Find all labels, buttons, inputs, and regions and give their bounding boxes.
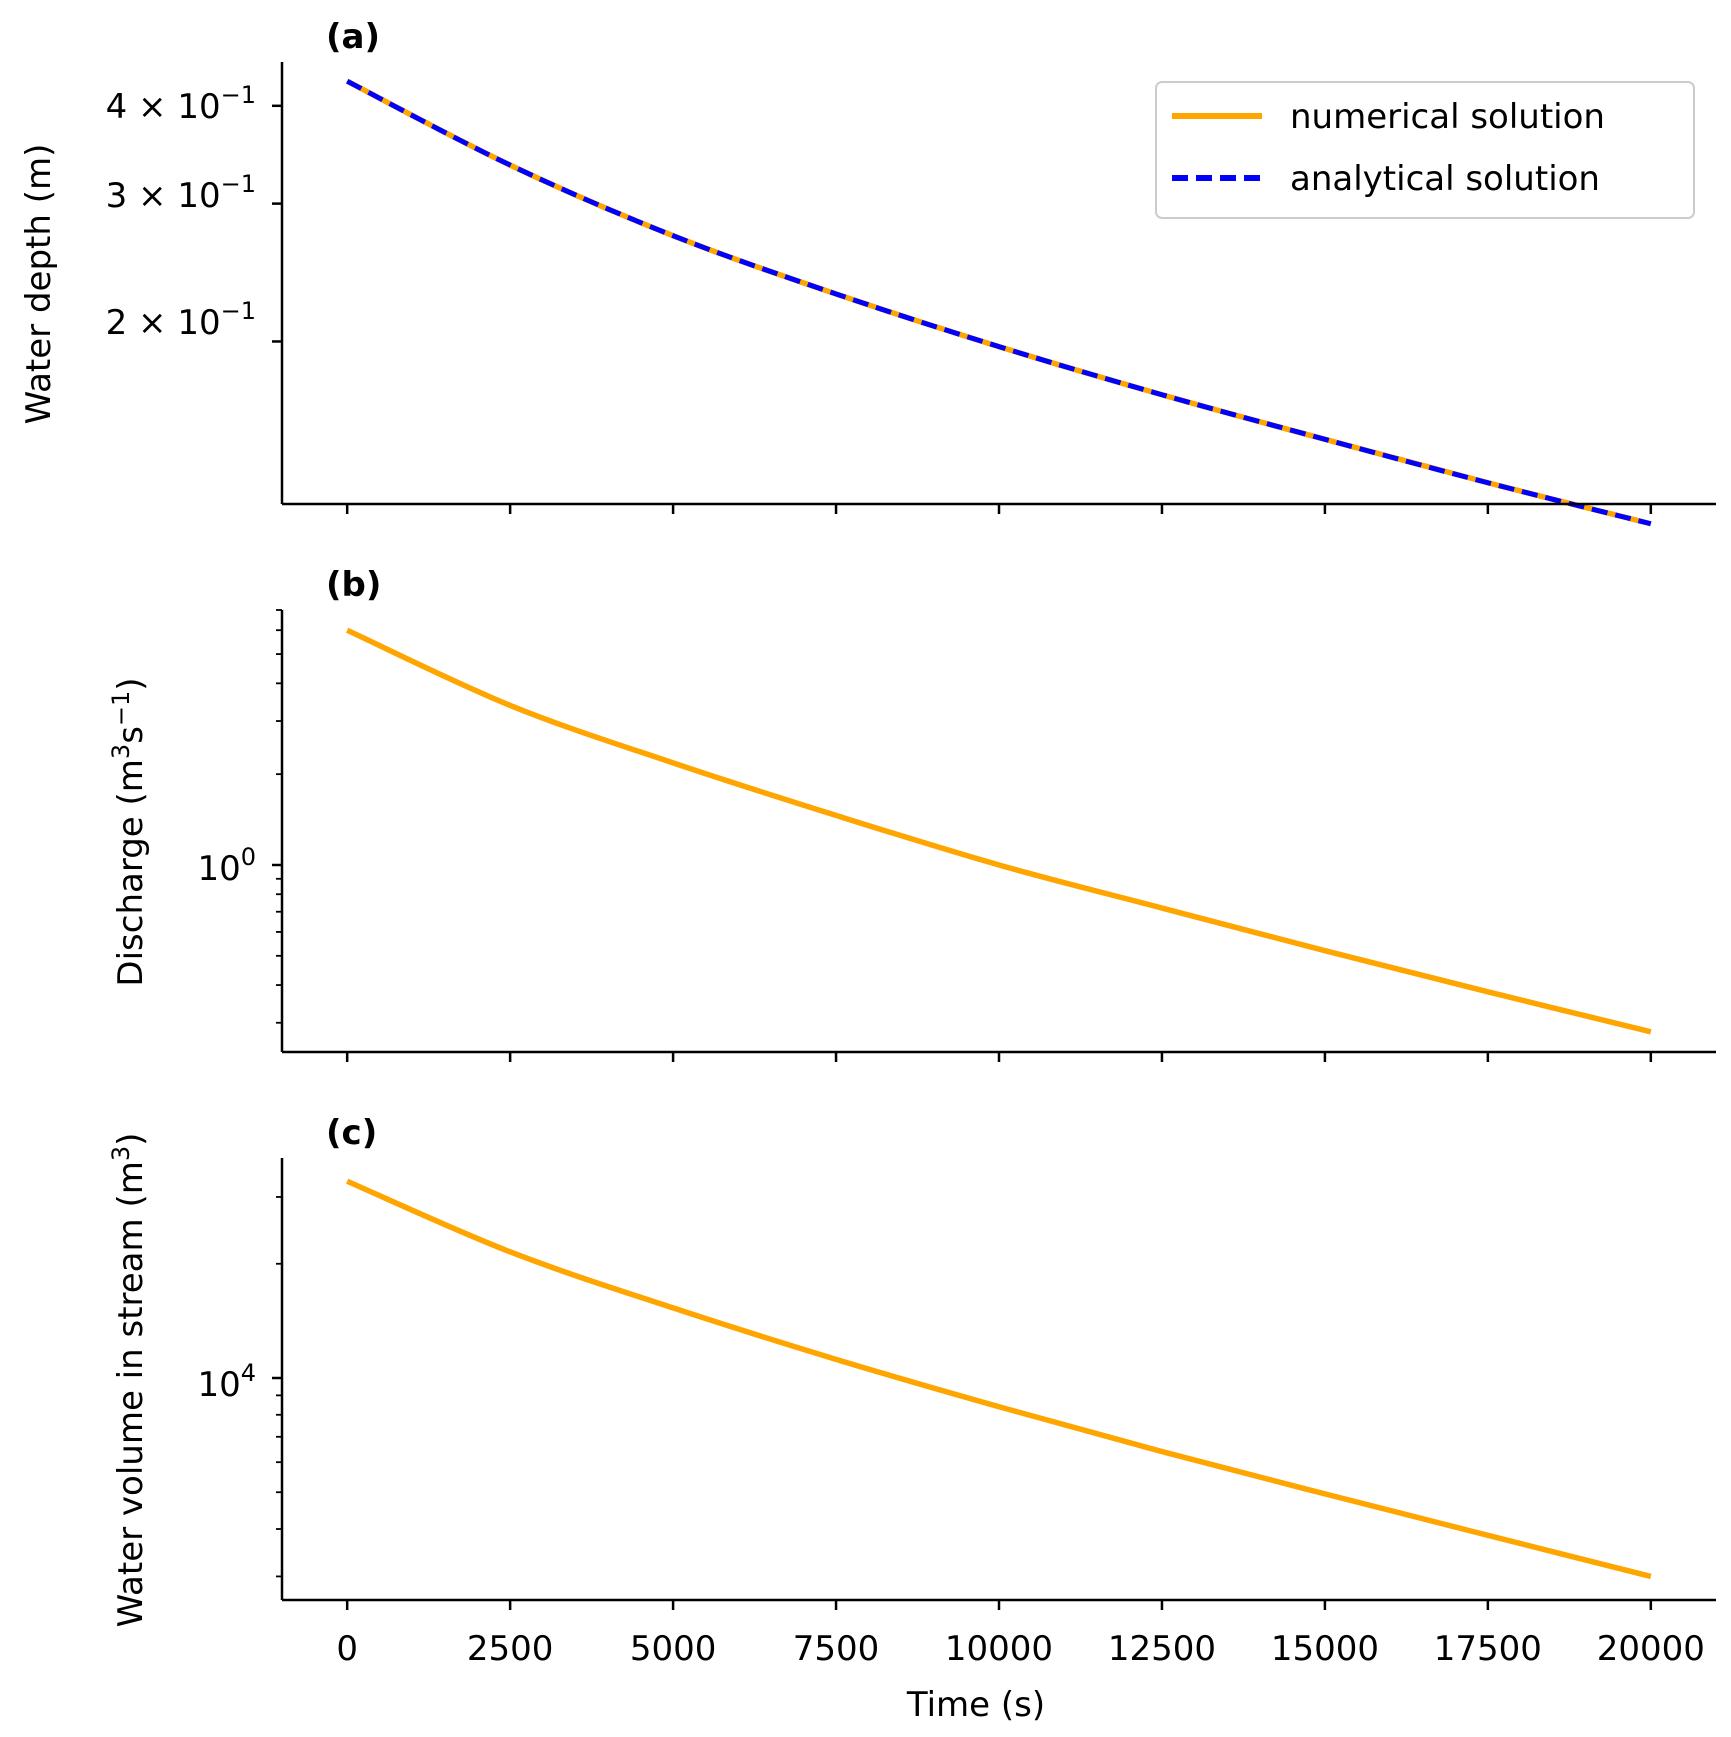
y-tick-label-b-0: 100 bbox=[197, 843, 256, 889]
legend-label-numerical: numerical solution bbox=[1290, 97, 1605, 137]
x-tick-label-6: 15000 bbox=[1271, 1629, 1379, 1669]
x-tick-label-3: 7500 bbox=[793, 1629, 880, 1669]
series-line-b-numerical bbox=[346, 627, 1652, 1035]
y-tick-label-a-0: 4 × 10−1 bbox=[106, 81, 256, 127]
y-ticks-b bbox=[272, 609, 282, 1024]
plot-area-c bbox=[346, 1178, 1652, 1580]
x-tick-label-1: 2500 bbox=[467, 1629, 554, 1669]
x-tick-label-4: 10000 bbox=[945, 1629, 1053, 1669]
panel-tag-a: (a) bbox=[326, 17, 380, 57]
series-line-a-analytical bbox=[346, 78, 1652, 527]
x-tick-label-7: 17500 bbox=[1434, 1629, 1542, 1669]
y-tick-label-a-1: 3 × 10−1 bbox=[106, 170, 256, 216]
y-axis-label-c: Water volume in stream (m3) bbox=[107, 1133, 151, 1628]
panel-tag-b: (b) bbox=[326, 565, 381, 605]
x-tick-label-5: 12500 bbox=[1108, 1629, 1216, 1669]
x-ticks-c bbox=[345, 1600, 1653, 1610]
x-tick-label-0: 0 bbox=[336, 1629, 358, 1669]
x-ticks-b bbox=[345, 1052, 1653, 1062]
y-ticks-a bbox=[272, 104, 282, 343]
legend: numerical solution analytical solution bbox=[1155, 81, 1695, 219]
y-tick-label-a-2: 2 × 10−1 bbox=[106, 297, 256, 343]
legend-frame bbox=[1155, 81, 1695, 219]
x-tick-label-2: 5000 bbox=[630, 1629, 717, 1669]
plot-area-b bbox=[346, 627, 1652, 1035]
series-line-c-numerical bbox=[346, 1178, 1652, 1580]
panel-a: (a) 4 × 10−1 3 × 10−1 2 × 10−1 Water dep… bbox=[19, 17, 1716, 527]
y-axis-label-b: Discharge (m3s−1) bbox=[107, 677, 151, 986]
panel-c: (c) 104 Water volume in stream (m3) 0 250… bbox=[107, 1113, 1716, 1725]
plot-area-a bbox=[345, 78, 1652, 527]
legend-label-analytical: analytical solution bbox=[1290, 159, 1600, 199]
x-ticks-a bbox=[345, 504, 1653, 514]
x-tick-labels: 0 2500 5000 7500 10000 12500 15000 17500 20000 bbox=[336, 1629, 1705, 1669]
x-tick-label-8: 20000 bbox=[1597, 1629, 1705, 1669]
y-ticks-c bbox=[272, 1196, 282, 1578]
panel-tag-c: (c) bbox=[326, 1113, 377, 1153]
y-axis-label-a: Water depth (m) bbox=[19, 144, 59, 425]
y-tick-label-c-0: 104 bbox=[197, 1359, 256, 1405]
panel-b: (b) 100 Discharge (m3s−1) bbox=[107, 565, 1716, 1062]
x-axis-label: Time (s) bbox=[906, 1685, 1045, 1725]
